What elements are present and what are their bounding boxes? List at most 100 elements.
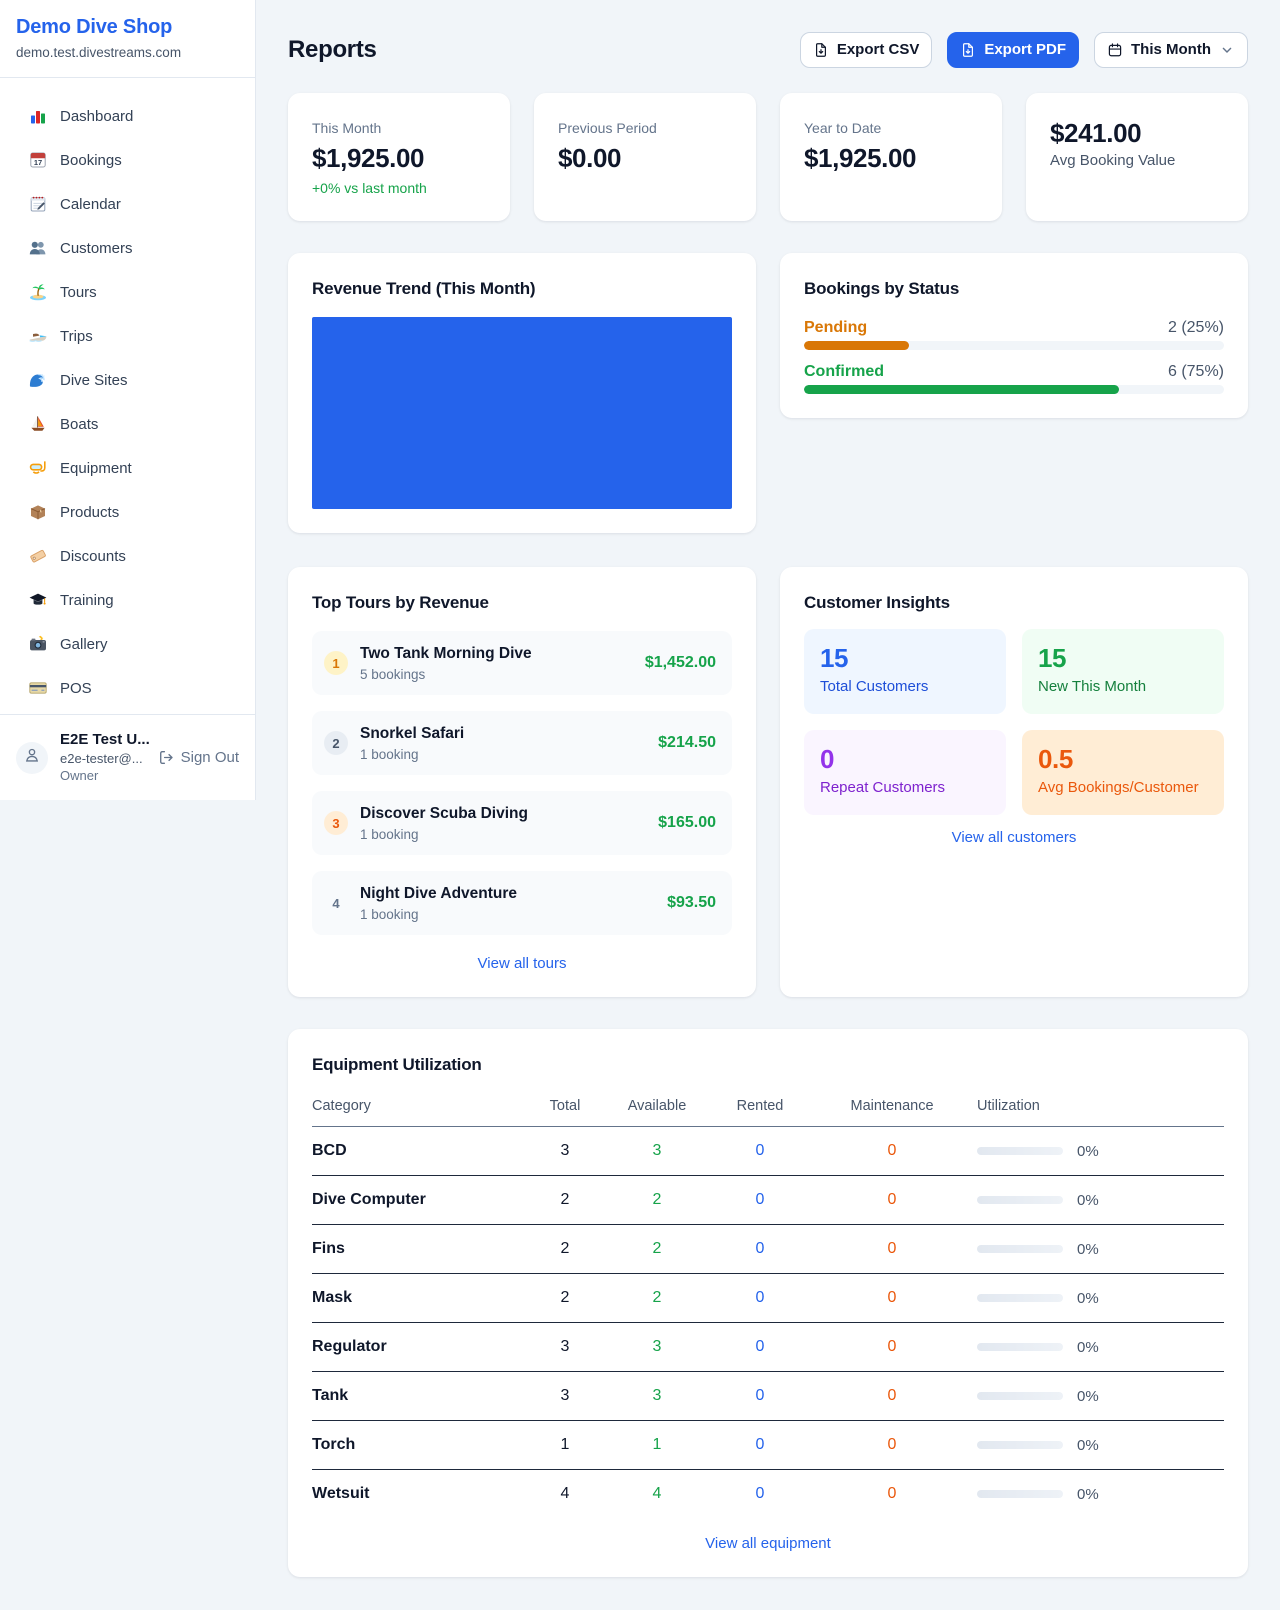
equipment-maintenance: 0 xyxy=(816,1322,968,1372)
view-all-tours-link[interactable]: View all tours xyxy=(478,953,567,975)
column-header-utilization: Utilization xyxy=(968,1091,1224,1127)
insight-value: 0.5 xyxy=(1038,744,1073,774)
tour-revenue: $214.50 xyxy=(658,734,716,751)
equipment-available: 3 xyxy=(610,1371,704,1421)
tour-name: Discover Scuba Diving xyxy=(360,804,528,822)
sidebar-item-gallery[interactable]: Gallery xyxy=(12,622,243,666)
sidebar-item-trips[interactable]: Trips xyxy=(12,314,243,358)
equipment-rented: 0 xyxy=(704,1371,816,1421)
stat-value: $1,925.00 xyxy=(312,143,425,173)
equipment-total: 3 xyxy=(520,1126,610,1176)
export-csv-button[interactable]: Export CSV xyxy=(799,32,933,68)
insight-box-avg-bookings: 0.5 Avg Bookings/Customer xyxy=(1022,730,1224,815)
sidebar-item-label: Customers xyxy=(60,239,133,257)
utilization-percent: 0% xyxy=(1077,1436,1099,1454)
sign-out-label: Sign Out xyxy=(180,749,239,766)
page-header: Reports Export CSV Export PDF This Month xyxy=(288,32,1248,68)
revenue-trend-chart xyxy=(312,317,732,509)
export-pdf-button[interactable]: Export PDF xyxy=(947,32,1080,68)
rank-badge: 2 xyxy=(324,731,348,755)
table-row: Dive Computer 2 2 0 0 0% xyxy=(312,1175,1224,1225)
sidebar-item-dive-sites[interactable]: Dive Sites xyxy=(12,358,243,402)
table-row: Fins 2 2 0 0 0% xyxy=(312,1224,1224,1274)
utilization-wrap: 0% xyxy=(977,1437,1224,1454)
equipment-category: Regulator xyxy=(312,1322,520,1372)
table-row: Wetsuit 4 4 0 0 0% xyxy=(312,1470,1224,1519)
insight-label: Avg Bookings/Customer xyxy=(1038,779,1199,796)
insights-grid: 15 Total Customers 15 New This Month 0 R… xyxy=(804,629,1224,815)
stat-label: Avg Booking Value xyxy=(1050,152,1176,169)
status-progress-track xyxy=(804,341,1224,350)
equipment-utilization-cell: 0% xyxy=(968,1273,1224,1323)
sidebar-item-pos[interactable]: POS xyxy=(12,666,243,710)
export-csv-label: Export CSV xyxy=(836,41,920,58)
status-value: 2 (25%) xyxy=(1167,319,1224,336)
insight-label: Repeat Customers xyxy=(820,779,946,796)
bar-chart-icon xyxy=(28,106,48,126)
sidebar-item-discounts[interactable]: Discounts xyxy=(12,534,243,578)
tour-revenue: $165.00 xyxy=(658,814,716,831)
sidebar-nav: Dashboard 17 Bookings Calendar Customers… xyxy=(0,78,255,714)
utilization-percent: 0% xyxy=(1077,1387,1099,1405)
sidebar-item-training[interactable]: Training xyxy=(12,578,243,622)
view-all-equipment-link[interactable]: View all equipment xyxy=(705,1533,831,1555)
equipment-available: 2 xyxy=(610,1224,704,1274)
sidebar-item-label: Training xyxy=(60,591,114,609)
status-label: Pending xyxy=(804,319,868,336)
sidebar-item-label: Equipment xyxy=(60,459,132,477)
view-all-customers-link[interactable]: View all customers xyxy=(952,827,1077,849)
tour-bookings: 1 booking xyxy=(360,826,419,842)
equipment-maintenance: 0 xyxy=(816,1273,968,1323)
user-avatar-icon xyxy=(23,746,41,769)
sidebar-item-label: Gallery xyxy=(60,635,108,653)
sidebar-item-bookings[interactable]: 17 Bookings xyxy=(12,138,243,182)
shop-logo[interactable]: Demo Dive Shop xyxy=(16,16,173,38)
user-name: E2E Test U... xyxy=(60,731,150,748)
stat-card-this-month: This Month $1,925.00 +0% vs last month xyxy=(288,93,510,221)
customer-insights-card: Customer Insights 15 Total Customers 15 … xyxy=(780,567,1248,997)
equipment-maintenance: 0 xyxy=(816,1126,968,1176)
equipment-total: 2 xyxy=(520,1224,610,1274)
equipment-utilization-cell: 0% xyxy=(968,1224,1224,1274)
stat-label: Previous Period xyxy=(558,120,657,136)
sidebar-item-label: POS xyxy=(60,679,92,697)
tour-text: Two Tank Morning Dive 5 bookings xyxy=(360,643,532,684)
wave-icon xyxy=(28,370,48,390)
charts-row: Revenue Trend (This Month) Bookings by S… xyxy=(288,253,1248,533)
utilization-bar xyxy=(977,1343,1063,1351)
tour-list-item: 2 Snorkel Safari 1 booking $214.50 xyxy=(312,711,732,775)
equipment-rented: 0 xyxy=(704,1175,816,1225)
period-dropdown[interactable]: This Month xyxy=(1094,32,1248,68)
sidebar-item-tours[interactable]: Tours xyxy=(12,270,243,314)
sidebar-item-customers[interactable]: Customers xyxy=(12,226,243,270)
status-row-confirmed: Confirmed 6 (75%) xyxy=(804,361,1224,394)
status-label: Confirmed xyxy=(804,363,884,380)
equipment-table: Category Total Available Rented Maintena… xyxy=(312,1091,1224,1519)
credit-card-icon xyxy=(28,678,48,698)
insight-value: 0 xyxy=(820,744,835,774)
utilization-wrap: 0% xyxy=(977,1486,1224,1503)
equipment-maintenance: 0 xyxy=(816,1224,968,1274)
user-section: E2E Test U... e2e-tester@... Owner Sign … xyxy=(0,714,255,800)
stats-row: This Month $1,925.00 +0% vs last month P… xyxy=(288,93,1248,221)
sidebar-item-dashboard[interactable]: Dashboard xyxy=(12,94,243,138)
equipment-utilization-card: Equipment Utilization Category Total Ava… xyxy=(288,1029,1248,1577)
header-actions: Export CSV Export PDF This Month xyxy=(799,32,1248,68)
sidebar-item-calendar[interactable]: Calendar xyxy=(12,182,243,226)
equipment-maintenance: 0 xyxy=(816,1175,968,1225)
stat-delta: +0% vs last month xyxy=(312,180,427,196)
equipment-total: 2 xyxy=(520,1273,610,1323)
tour-bookings: 1 booking xyxy=(360,906,419,922)
status-progress-fill xyxy=(804,341,909,350)
sign-out-button[interactable]: Sign Out xyxy=(158,749,239,766)
sidebar-item-boats[interactable]: Boats xyxy=(12,402,243,446)
utilization-bar xyxy=(977,1441,1063,1449)
tour-name: Night Dive Adventure xyxy=(360,884,518,902)
sidebar-item-products[interactable]: Products xyxy=(12,490,243,534)
equipment-available: 3 xyxy=(610,1126,704,1176)
top-tours-card: Top Tours by Revenue 1 Two Tank Morning … xyxy=(288,567,756,997)
bookings-by-status-card: Bookings by Status Pending 2 (25%) Confi… xyxy=(780,253,1248,418)
sidebar-item-equipment[interactable]: Equipment xyxy=(12,446,243,490)
utilization-wrap: 0% xyxy=(977,1388,1224,1405)
insight-box-repeat-customers: 0 Repeat Customers xyxy=(804,730,1006,815)
